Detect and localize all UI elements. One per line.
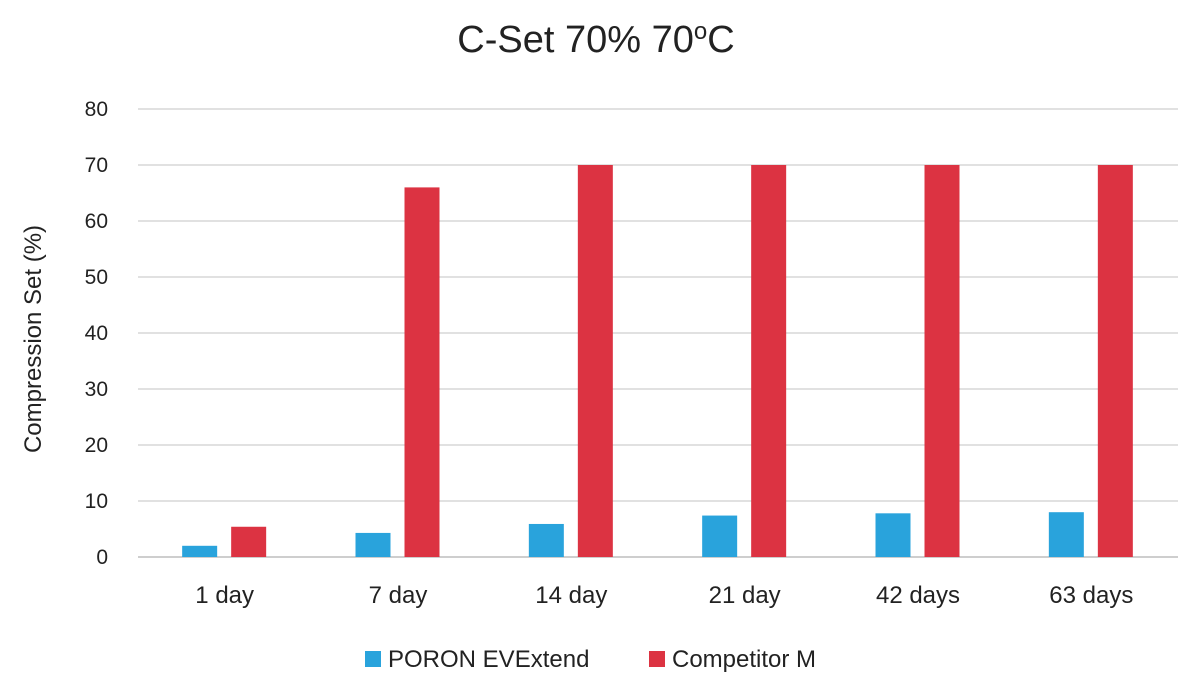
x-tick-label: 14 day <box>535 582 607 609</box>
chart-title-unit: C <box>707 19 734 61</box>
bar-poron-evextend <box>702 515 738 557</box>
gridlines <box>138 108 1178 558</box>
x-axis-ticks: 1 day 7 day 14 day 21 day 42 days 63 days <box>195 582 1133 609</box>
y-tick-label: 80 <box>85 98 108 121</box>
legend-label: Competitor M <box>672 646 816 673</box>
y-tick-label: 30 <box>85 378 108 401</box>
y-tick-label: 40 <box>85 322 108 345</box>
chart-title-main: C-Set 70% 70 <box>457 19 694 61</box>
bar-poron-evextend <box>528 523 564 557</box>
legend-swatch <box>365 651 381 667</box>
legend-swatch <box>649 651 665 667</box>
x-tick-label: 1 day <box>195 582 254 609</box>
bar-poron-evextend <box>355 532 391 557</box>
bars <box>182 165 1133 557</box>
bar-competitor-m <box>751 165 787 557</box>
x-tick-label: 7 day <box>369 582 428 609</box>
y-tick-label: 10 <box>85 490 108 513</box>
bar-poron-evextend <box>875 513 911 557</box>
bar-poron-evextend <box>182 545 218 557</box>
y-axis-ticks: 0 10 20 30 40 50 60 70 80 <box>85 98 108 569</box>
x-tick-label: 42 days <box>876 582 960 609</box>
y-tick-label: 0 <box>96 546 108 569</box>
bar-competitor-m <box>924 165 960 557</box>
bar-competitor-m <box>1097 165 1133 557</box>
y-tick-label: 50 <box>85 266 108 289</box>
y-axis-label: Compression Set (%) <box>20 225 47 453</box>
bar-competitor-m <box>231 526 267 557</box>
x-tick-label: 63 days <box>1049 582 1133 609</box>
y-tick-label: 20 <box>85 434 108 457</box>
x-tick-label: 21 day <box>709 582 781 609</box>
chart-title-degree: o <box>694 18 707 45</box>
legend: PORON EVExtend Competitor M <box>365 646 816 673</box>
legend-label: PORON EVExtend <box>388 646 589 673</box>
y-tick-label: 60 <box>85 210 108 233</box>
bar-competitor-m <box>577 165 613 557</box>
chart-title: C-Set 70% 70oC <box>457 18 734 61</box>
y-tick-label: 70 <box>85 154 108 177</box>
bar-poron-evextend <box>1048 512 1084 557</box>
bar-competitor-m <box>404 187 440 557</box>
